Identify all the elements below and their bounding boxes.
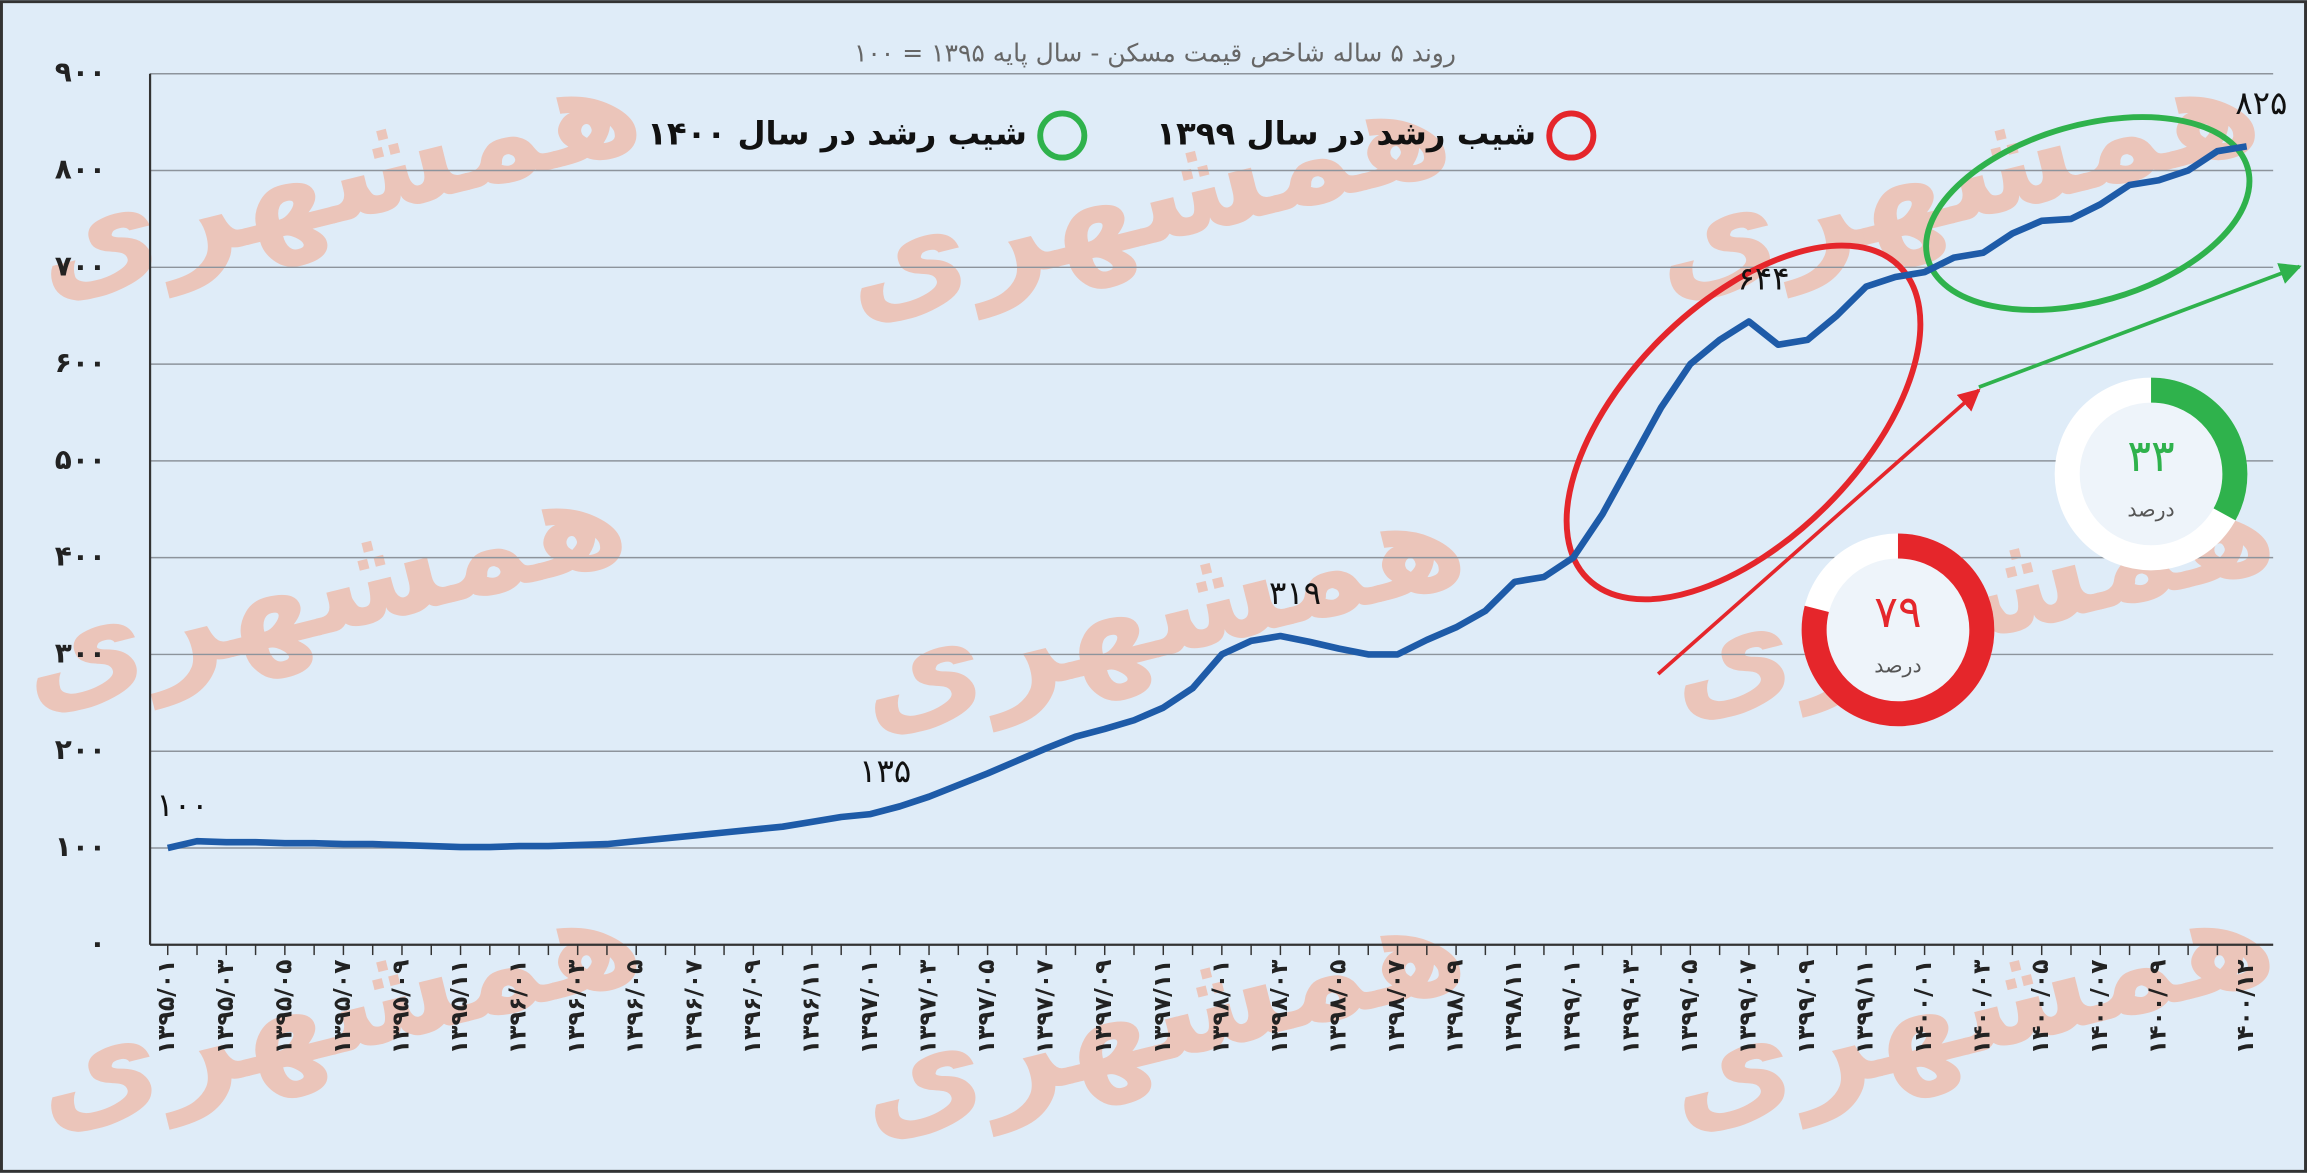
legend-label: شیب رشد در سال ۱۴۰۰ <box>647 115 1027 153</box>
donut-unit: درصد <box>1874 654 1921 678</box>
data-label: ۱۰۰ <box>156 786 208 824</box>
x-tick-label: ۱۴۰۰/۰۵ <box>2026 959 2054 1054</box>
x-tick-label: ۱۳۹۶/۰۵ <box>621 959 649 1054</box>
x-tick-label: ۱۳۹۵/۰۹ <box>386 959 414 1054</box>
x-tick-label: ۱۳۹۶/۱۱ <box>796 959 824 1054</box>
x-tick-label: ۱۴۰۰/۰۷ <box>2085 959 2113 1054</box>
x-tick-label: ۱۳۹۹/۰۹ <box>1792 959 1820 1054</box>
x-tick-label: ۱۳۹۷/۱۱ <box>1148 959 1176 1054</box>
y-tick-label: ۵۰۰ <box>55 443 106 476</box>
y-tick-label: ۹۰۰ <box>55 56 106 89</box>
x-tick-label: ۱۳۹۵/۰۳ <box>211 959 239 1054</box>
x-tick-label: ۱۳۹۹/۰۳ <box>1616 959 1644 1054</box>
x-tick-label: ۱۳۹۸/۰۳ <box>1265 959 1293 1054</box>
x-tick-label: ۱۴۰۰/۱۲ <box>2231 959 2259 1054</box>
x-tick-label: ۱۳۹۸/۰۱ <box>1206 959 1234 1054</box>
x-tick-label: ۱۳۹۹/۰۵ <box>1675 959 1703 1054</box>
donut-value: ۷۹ <box>1874 587 1921 638</box>
data-line <box>166 143 2248 852</box>
x-tick-label: ۱۳۹۸/۰۷ <box>1382 959 1410 1054</box>
x-tick-label: ۱۳۹۸/۰۹ <box>1441 959 1469 1054</box>
x-tick-label: ۱۳۹۸/۱۱ <box>1499 959 1527 1054</box>
donut-arc <box>1801 533 1995 727</box>
y-tick-label: ۴۰۰ <box>55 540 106 573</box>
legend-marker <box>1037 110 1088 161</box>
x-tick-label: ۱۳۹۹/۰۱ <box>1558 959 1586 1054</box>
x-tick-label: ۱۳۹۸/۰۵ <box>1323 959 1351 1054</box>
y-tick-label: ۱۰۰ <box>55 830 106 863</box>
data-label: ۸۲۵ <box>2235 84 2287 122</box>
trend-arrow <box>1978 263 2302 389</box>
y-tick-label: ۶۰۰ <box>55 346 106 379</box>
x-tick-label: ۱۳۹۷/۰۵ <box>972 959 1000 1054</box>
y-tick-label: ۸۰۰ <box>55 153 106 186</box>
legend-marker <box>1546 110 1597 161</box>
trend-arrow <box>1656 388 1981 676</box>
x-tick-label: ۱۳۹۵/۰۱ <box>152 959 180 1054</box>
x-tick-label: ۱۳۹۶/۰۱ <box>504 959 532 1054</box>
x-tick-label: ۱۳۹۷/۰۷ <box>1031 959 1059 1054</box>
y-tick-label: ۰ <box>89 927 106 960</box>
y-tick-label: ۲۰۰ <box>55 733 106 766</box>
highlight-ellipse <box>1563 242 1924 603</box>
y-tick-label: ۷۰۰ <box>55 249 106 282</box>
x-tick-label: ۱۳۹۷/۰۹ <box>1089 959 1117 1054</box>
y-tick-label: ۳۰۰ <box>55 636 106 669</box>
x-tick-label: ۱۳۹۷/۰۳ <box>914 959 942 1054</box>
x-tick-label: ۱۳۹۵/۰۵ <box>269 959 297 1054</box>
x-tick-label: ۱۳۹۵/۰۷ <box>328 959 356 1054</box>
data-label: ۶۴۴ <box>1738 259 1790 297</box>
donut-value: ۳۳ <box>2127 431 2174 482</box>
x-tick-label: ۱۳۹۵/۱۱ <box>445 959 473 1054</box>
donut-unit: درصد <box>2127 498 2174 522</box>
x-tick-label: ۱۳۹۹/۱۱ <box>1851 959 1879 1054</box>
chart-title: روند ۵ ساله شاخص قیمت مسکن - سال پایه ۱۳… <box>854 39 1456 69</box>
data-label: ۳۱۹ <box>1269 574 1321 612</box>
x-tick-label: ۱۳۹۶/۰۹ <box>738 959 766 1054</box>
highlight-ellipse <box>1923 114 2253 313</box>
x-tick-label: ۱۴۰۰/۰۱ <box>1909 959 1937 1054</box>
x-tick-label: ۱۴۰۰/۰۳ <box>1968 959 1996 1054</box>
x-tick-label: ۱۳۹۷/۰۱ <box>855 959 883 1054</box>
x-tick-label: ۱۳۹۶/۰۳ <box>562 959 590 1054</box>
data-label: ۱۳۵ <box>859 752 911 790</box>
x-tick-label: ۱۴۰۰/۰۹ <box>2143 959 2171 1054</box>
x-tick-label: ۱۳۹۶/۰۷ <box>679 959 707 1054</box>
x-tick-label: ۱۳۹۹/۰۷ <box>1733 959 1761 1054</box>
legend-label: شیب رشد در سال ۱۳۹۹ <box>1156 115 1536 153</box>
